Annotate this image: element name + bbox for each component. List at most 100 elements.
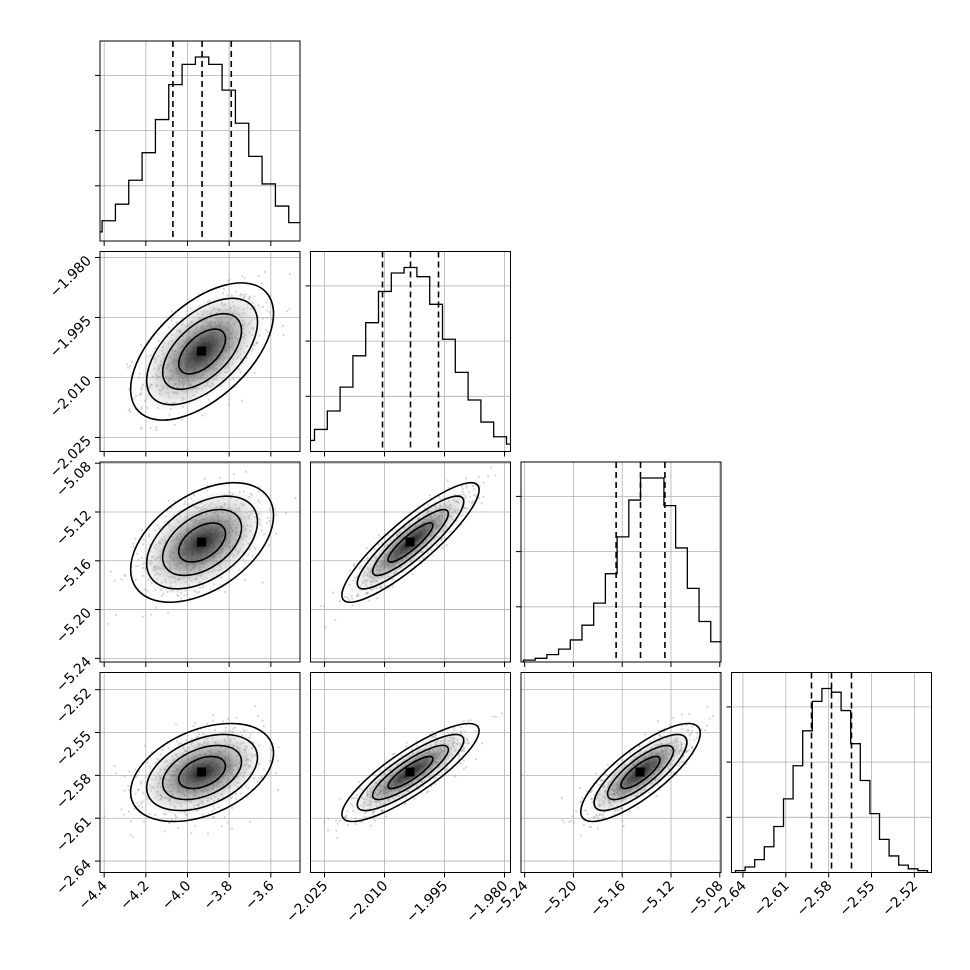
scatter-point [227,397,231,400]
scatter-point [173,423,176,426]
scatter-point [127,810,131,813]
scatter-point [138,372,141,375]
scatter-point [462,767,466,770]
scatter-point [126,366,129,369]
scatter-point [114,772,117,775]
scatter-point [338,600,341,603]
scatter-point [482,481,485,484]
scatter-point [434,782,437,785]
xtick-label-1-1: −2.010 [343,878,391,926]
scatter-point [175,723,178,726]
scatter-point [428,494,431,497]
scatter-point [140,427,143,430]
scatter-point [695,736,698,739]
scatter-point [276,788,280,791]
scatter-point [281,324,285,327]
scatter-point [438,495,441,498]
scatter-point [472,499,475,503]
scatter-point [352,797,355,800]
scatter-point [275,513,278,516]
scatter-point [239,371,242,374]
scatter-point [336,822,339,825]
scatter-point [134,394,138,397]
scatter-point [344,595,347,599]
scatter-point [123,573,126,576]
contour-1-0-3 [129,282,275,421]
scatter-point [265,328,268,331]
xtick-label-0-4: −3.6 [242,878,277,913]
scatter-point [487,475,490,478]
contour-3-1-2 [356,733,465,812]
scatter-point [133,807,136,810]
scatter-point [239,792,243,795]
scatter-point [350,797,354,800]
scatter-point [147,533,150,536]
contour-3-1-0 [387,755,434,790]
scatter-point [222,287,225,291]
scatter-point [334,819,338,822]
scatter-point [205,489,209,492]
scatter-point [347,598,350,602]
scatter-point [83,402,85,404]
scatter-point [478,497,481,500]
contour-2-1-1 [371,508,450,577]
scatter-point [221,720,225,723]
scatter-point [218,477,221,480]
scatter-point [352,563,356,566]
scatter-point [405,741,408,744]
scatter-point [125,363,129,366]
scatter-point [426,791,429,794]
scatter-point [265,317,269,320]
contour-3-1-1 [371,744,450,801]
scatter-point [263,533,266,536]
scatter-point [129,410,132,414]
scatter-point [410,747,413,750]
scatter-point [449,530,452,533]
scatter-point [270,749,273,752]
scatter-point [167,747,171,750]
scatter-point [161,749,164,752]
scatter-point [354,822,357,826]
scatter-point [154,606,157,609]
scatter-point [470,502,473,505]
scatter-point [226,821,229,824]
hist-panel-0 [95,40,301,246]
scatter-point [266,517,269,520]
scatter-point [288,307,291,310]
scatter-point [146,761,149,764]
ytick-label-2-2: −5.16 [53,556,95,598]
scatter-point [245,729,248,732]
panel-frame-2-2 [520,461,722,663]
hist-panel-2 [516,461,722,667]
scatter-point [138,393,141,396]
scatter-point [156,524,160,527]
scatter-point [139,344,142,347]
panel-frame-1-0 [99,251,301,452]
scatter-point [113,579,116,582]
scatter-point [492,715,495,718]
scatter-point [155,426,158,429]
scatter-point [459,762,463,765]
scatter-point [319,604,322,607]
scatter-point [142,538,145,541]
scatter-point [390,586,394,589]
scatter-point [371,812,374,815]
scatter-point [143,744,147,747]
density-peak-2-1 [405,537,415,547]
scatter-point [134,768,137,771]
scatter-point [474,757,477,761]
scatter-point [460,725,463,729]
scatter-point [356,595,359,598]
scatter-point [277,746,280,749]
scatter-point [207,398,210,401]
scatter-point [471,484,475,488]
scatter-point [386,534,390,537]
scatter-point [596,827,600,830]
scatter-point [467,490,471,494]
scatter-point [381,809,384,812]
xtick-label-1-2: −1.995 [403,878,451,926]
scatter-point [276,760,280,763]
scatter-point [380,809,383,812]
scatter-point [139,393,142,396]
